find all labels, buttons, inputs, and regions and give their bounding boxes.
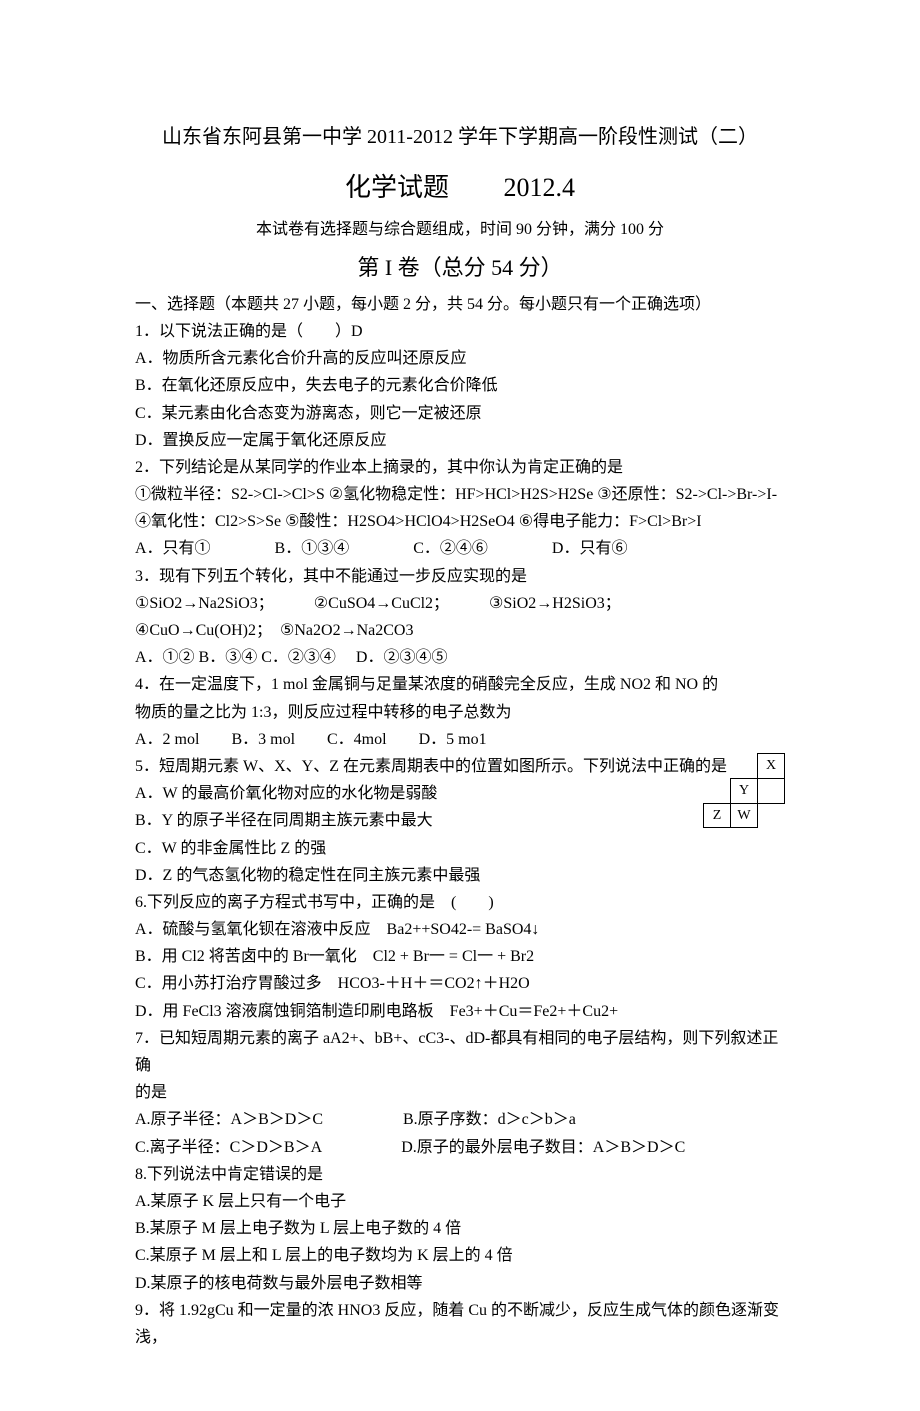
q1-option-b: B．在氧化还原反应中，失去电子的元素化合价降低 [135, 372, 785, 399]
periodic-table-figure: X Y Z W [703, 753, 785, 828]
table-cell-y: Y [731, 778, 758, 803]
document-page: 山东省东阿县第一中学 2011-2012 学年下学期高一阶段性测试（二） 化学试… [0, 0, 920, 1411]
table-cell-empty [758, 803, 785, 828]
q8-stem: 8.下列说法中肯定错误的是 [135, 1161, 785, 1188]
q8-option-d: D.某原子的核电荷数与最外层电子数相等 [135, 1270, 785, 1297]
q5-option-d: D．Z 的气态氢化物的稳定性在同主族元素中最强 [135, 862, 785, 889]
q7-stem-1: 7．已知短周期元素的离子 aA2+、bB+、cC3-、dD-都具有相同的电子层结… [135, 1025, 785, 1079]
q1-option-a: A．物质所含元素化合价升高的反应叫还原反应 [135, 345, 785, 372]
q5-option-c: C．W 的非金属性比 Z 的强 [135, 835, 565, 862]
q6-option-c: C．用小苏打治疗胃酸过多 HCO3-＋H＋＝CO2↑＋H2O [135, 970, 785, 997]
q3-line-1: ①SiO2→Na2SiO3； ②CuSO4→CuCl2； ③SiO2→H2SiO… [135, 590, 785, 617]
table-cell-x: X [758, 753, 785, 778]
part-title: 第 I 卷（总分 54 分） [135, 249, 785, 286]
q8-option-c: C.某原子 M 层上和 L 层上的电子数均为 K 层上的 4 倍 [135, 1242, 785, 1269]
q5-option-a: A．W 的最高价氧化物对应的水化物是弱酸 [135, 780, 565, 807]
q5-block: 5．短周期元素 W、X、Y、Z 在元素周期表中的位置如图所示。下列说法中正确的是… [135, 753, 785, 889]
table-cell-w: W [731, 803, 758, 828]
table-cell-empty [704, 753, 731, 778]
q2-options: A．只有① B．①③④ C．②④⑥ D．只有⑥ [135, 535, 785, 562]
q6-option-a: A．硫酸与氢氧化钡在溶液中反应 Ba2++SO42-= BaSO4↓ [135, 916, 785, 943]
q7-stem-2: 的是 [135, 1079, 785, 1106]
q5-option-b: B．Y 的原子半径在同周期主族元素中最大 [135, 807, 565, 834]
q6-option-b: B．用 Cl2 将苦卤中的 Br一氧化 Cl2 + Br一 = Cl一 + Br… [135, 943, 785, 970]
exam-date: 2012.4 [504, 166, 576, 210]
q8-option-a: A.某原子 K 层上只有一个电子 [135, 1188, 785, 1215]
q7-line-2: C.离子半径：C＞D＞B＞A D.原子的最外层电子数目：A＞B＞D＞C [135, 1134, 785, 1161]
q1-option-d: D．置换反应一定属于氧化还原反应 [135, 427, 785, 454]
q4-stem-2: 物质的量之比为 1:3，则反应过程中转移的电子总数为 [135, 699, 785, 726]
subject-label: 化学试题 [345, 173, 449, 202]
q3-options: A．①② B．③④ C．②③④ D．②③④⑤ [135, 644, 785, 671]
q4-options: A．2 mol B．3 mol C．4mol D．5 mo1 [135, 726, 785, 753]
q2-line-2: ④氧化性：Cl2>S>Se ⑤酸性：H2SO4>HClO4>H2SeO4 ⑥得电… [135, 508, 785, 535]
table-cell-empty [704, 778, 731, 803]
page-title-2: 化学试题 2012.4 [135, 166, 785, 210]
q1-stem: 1．以下说法正确的是（ ）D [135, 318, 785, 345]
q6-option-d: D．用 FeCl3 溶液腐蚀铜箔制造印刷电路板 Fe3+＋Cu＝Fe2+＋Cu2… [135, 998, 785, 1025]
q9-stem: 9．将 1.92gCu 和一定量的浓 HNO3 反应，随着 Cu 的不断减少，反… [135, 1297, 785, 1351]
q7-line-1: A.原子半径：A＞B＞D＞C B.原子序数：d＞c＞b＞a [135, 1106, 785, 1133]
q1-option-c: C．某元素由化合态变为游离态，则它一定被还原 [135, 400, 785, 427]
q8-option-b: B.某原子 M 层上电子数为 L 层上电子数的 4 倍 [135, 1215, 785, 1242]
table-cell-z: Z [704, 803, 731, 828]
exam-rubric: 本试卷有选择题与综合题组成，时间 90 分钟，满分 100 分 [135, 216, 785, 243]
table-cell-empty [731, 753, 758, 778]
q5-stem: 5．短周期元素 W、X、Y、Z 在元素周期表中的位置如图所示。下列说法中正确的是 [135, 753, 785, 780]
q6-stem: 6.下列反应的离子方程式书写中，正确的是 ( ) [135, 889, 785, 916]
q4-stem-1: 4．在一定温度下，1 mol 金属铜与足量某浓度的硝酸完全反应，生成 NO2 和… [135, 671, 785, 698]
q3-line-2: ④CuO→Cu(OH)2； ⑤Na2O2→Na2CO3 [135, 617, 785, 644]
q2-line-1: ①微粒半径：S2->Cl->Cl>S ②氢化物稳定性：HF>HCl>H2S>H2… [135, 481, 785, 508]
q3-stem: 3．现有下列五个转化，其中不能通过一步反应实现的是 [135, 563, 785, 590]
q2-stem: 2．下列结论是从某同学的作业本上摘录的，其中你认为肯定正确的是 [135, 454, 785, 481]
table-cell-empty-bordered [758, 778, 785, 803]
page-title-1: 山东省东阿县第一中学 2011-2012 学年下学期高一阶段性测试（二） [135, 120, 785, 154]
section-heading: 一、选择题（本题共 27 小题，每小题 2 分，共 54 分。每小题只有一个正确… [135, 291, 785, 318]
